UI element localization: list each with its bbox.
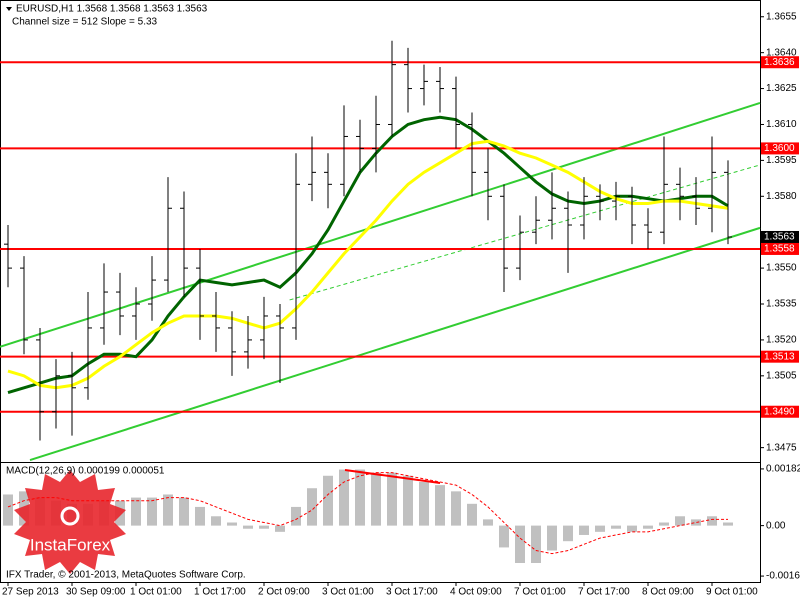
macd-bar (259, 525, 269, 529)
symbol-menu-icon (6, 7, 12, 11)
level-tag (761, 56, 799, 69)
macd-bar (275, 525, 285, 532)
x-tick-label: 30 Sep 09:00 (66, 587, 126, 598)
plot-border (0, 0, 761, 583)
level-label: 1.3600 (764, 143, 795, 154)
macd-signal (7, 472, 728, 555)
x-tick-label: 27 Sep 2013 (2, 587, 59, 598)
y-tick-label: 1.3640 (766, 47, 797, 58)
y-tick-label: 1.3610 (766, 119, 797, 130)
logo-badge (14, 470, 126, 574)
macd-bar (659, 522, 669, 526)
macd-bar (355, 469, 365, 526)
x-tick-label: 1 Oct 01:00 (130, 587, 182, 598)
macd-bar (339, 469, 349, 526)
channel-line (289, 164, 761, 301)
x-tick-label: 3 Oct 01:00 (322, 587, 374, 598)
macd-tick-label: -0.00162 (766, 571, 800, 582)
macd-bar (195, 506, 205, 526)
x-tick-label: 2 Oct 09:00 (258, 587, 310, 598)
x-tick-label: 8 Oct 09:00 (642, 587, 694, 598)
macd-bar (307, 488, 317, 526)
level-tag (761, 405, 799, 418)
logo: InstaForex (14, 470, 126, 574)
y-tick-label: 1.3475 (766, 442, 797, 453)
y-tick-label: 1.3535 (766, 299, 797, 310)
macd-bar (627, 525, 637, 532)
macd-bar (451, 491, 461, 526)
macd-bar (547, 525, 557, 551)
level-label: 1.3558 (764, 244, 795, 255)
macd-bar (707, 516, 717, 526)
y-tick-label: 1.3580 (766, 191, 797, 202)
chart-subtitle: Channel size = 512 Slope = 5.33 (12, 17, 158, 28)
y-tick-label: 1.3550 (766, 263, 797, 274)
macd-bar (675, 516, 685, 526)
macd-bar (387, 472, 397, 526)
channel-line (0, 101, 761, 348)
moving-average (7, 139, 729, 390)
macd-bar (611, 525, 621, 529)
level-label: 1.3636 (764, 57, 795, 68)
macd-bar (643, 525, 653, 529)
y-tick-label: 1.3595 (766, 155, 797, 166)
macd-label: MACD(12,26,9) 0.000199 0.000051 (6, 466, 165, 477)
macd-tick-label: 0.00 (766, 520, 786, 531)
macd-bar (515, 525, 525, 563)
footer: IFX Trader, © 2001-2013, MetaQuotes Soft… (6, 570, 246, 581)
y-tick-label: 1.3625 (766, 83, 797, 94)
macd-bar (371, 472, 381, 526)
y-tick-label: 1.3655 (766, 11, 797, 22)
price-label: 1.3563 (764, 232, 795, 243)
macd-bar (483, 519, 493, 526)
chart-title: EURUSD,H1 1.3568 1.3568 1.3563 1.3563 (16, 4, 208, 15)
x-tick-label: 7 Oct 17:00 (578, 587, 630, 598)
logo-icon (60, 506, 80, 526)
x-tick-label: 1 Oct 17:00 (194, 587, 246, 598)
y-tick-label: 1.3505 (766, 370, 797, 381)
macd-tick-label: 0.00182 (766, 464, 800, 475)
level-label: 1.3490 (764, 406, 795, 417)
macd-bar (227, 522, 237, 526)
macd-bar (243, 525, 253, 529)
macd-bar (323, 475, 333, 526)
y-tick-label: 1.3520 (766, 335, 797, 346)
level-tag (761, 242, 799, 255)
x-tick-label: 3 Oct 17:00 (386, 587, 438, 598)
logo-text: InstaForex (30, 535, 111, 554)
macd-bar (579, 525, 589, 535)
macd-bar (179, 497, 189, 526)
macd-bar (499, 525, 509, 548)
macd-bar (563, 525, 573, 542)
level-label: 1.3513 (764, 351, 795, 362)
macd-bar (595, 525, 605, 532)
x-tick-label: 9 Oct 01:00 (706, 587, 758, 598)
macd-bar (3, 494, 13, 526)
macd-bar (211, 516, 221, 526)
macd-bar (147, 497, 157, 526)
macd-bar (163, 494, 173, 526)
macd-bar (531, 525, 541, 563)
macd-bar (291, 506, 301, 526)
level-tag (761, 142, 799, 155)
moving-average (7, 115, 729, 395)
divergence-line (344, 469, 441, 484)
macd-bar (403, 475, 413, 526)
macd-bar (723, 522, 733, 526)
macd-bar (467, 503, 477, 526)
x-tick-label: 7 Oct 01:00 (514, 587, 566, 598)
level-tag (761, 350, 799, 363)
macd-bar (131, 497, 141, 526)
x-tick-label: 4 Oct 09:00 (450, 587, 502, 598)
macd-bar (435, 485, 445, 526)
macd-bar (691, 519, 701, 526)
channel-line (29, 226, 761, 462)
price-tag (761, 230, 799, 243)
macd-bar (419, 482, 429, 526)
